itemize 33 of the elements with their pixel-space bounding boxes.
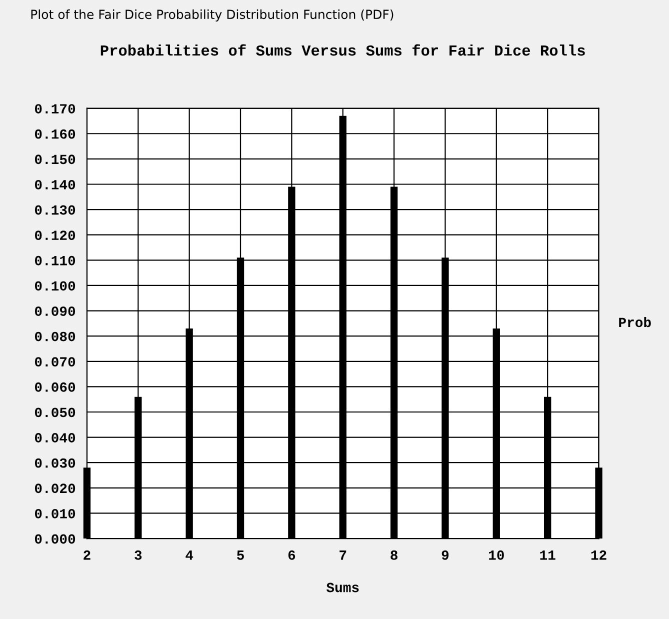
y-tick-label: 0.100 (34, 281, 76, 291)
x-tick-label: 2 (84, 550, 90, 560)
y-tick-label: 0.150 (34, 154, 76, 164)
y-tick-label: 0.160 (34, 129, 76, 139)
x-tick-label: 5 (237, 550, 244, 560)
chart-title: Probabilities of Sums Versus Sums for Fair Dice Rolls (100, 44, 585, 56)
y-tick-label: 0.090 (34, 306, 76, 316)
x-tick-label: 10 (489, 550, 504, 560)
y-tick-label: 0.080 (34, 332, 76, 342)
y-tick-label: 0.170 (34, 104, 76, 114)
x-tick-label: 12 (591, 550, 606, 560)
x-tick-label: 11 (540, 550, 556, 560)
y-tick-label: 0.040 (34, 433, 76, 442)
x-tick-label: 3 (134, 550, 142, 560)
y-tick-label: 0.000 (34, 534, 76, 544)
y-tick-label: 0.030 (34, 458, 76, 468)
y-tick-label: 0.110 (34, 256, 76, 266)
y-tick-label: 0.050 (34, 408, 76, 418)
y-tick-label: 0.020 (34, 484, 76, 494)
x-tick-label: 6 (288, 550, 296, 560)
x-tick-label: 4 (186, 550, 194, 560)
x-tick-label: 7 (340, 550, 346, 560)
y-tick-label: 0.130 (34, 205, 76, 215)
y-tick-label: 0.070 (34, 357, 76, 367)
text: Plot of the Fair Dice Probability Distribution Function (PDF) (31, 9, 394, 22)
x-axis-title: Sums (326, 582, 359, 592)
y-tick-label: 0.140 (34, 180, 76, 190)
y-tick-label: 0.060 (34, 382, 76, 392)
x-tick-label: 8 (390, 550, 398, 560)
y-tick-label: 0.120 (34, 230, 76, 240)
y-axis-title: Prob (619, 316, 651, 328)
x-tick-label: 9 (442, 550, 449, 560)
y-tick-label: 0.010 (34, 508, 76, 518)
